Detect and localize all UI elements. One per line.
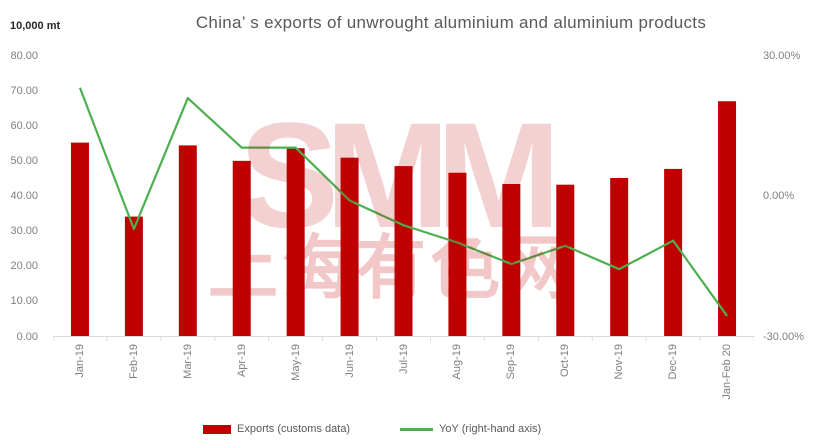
bar-Mar-19 [178, 145, 197, 337]
right-axis-tick-label: 30.00% [763, 50, 801, 62]
bar-May-19 [286, 148, 305, 337]
x-axis-label-Aug-19: Aug-19 [451, 343, 464, 379]
x-axis-label-Dec-19: Dec-19 [667, 343, 680, 379]
x-axis-label-Apr-19: Apr-19 [235, 343, 248, 377]
bar-Jan-19 [70, 142, 89, 337]
bar-Feb-19 [124, 216, 143, 337]
x-axis-label-Jan-19: Jan-19 [73, 343, 86, 378]
x-axis-label-Sep-19: Sep-19 [505, 343, 518, 379]
bar-Apr-19 [232, 160, 251, 337]
exports-legend-swatch [203, 424, 231, 434]
bar-Jun-19 [340, 157, 359, 337]
bar-Oct-19 [556, 184, 575, 337]
chart-title: China’ s exports of unwrought aluminium … [195, 13, 707, 32]
bar-Jul-19 [394, 166, 413, 337]
left-axis-tick-label: 10.00 [10, 295, 38, 308]
right-axis-tick-label: -30.00% [763, 330, 804, 343]
x-axis-label-Mar-19: Mar-19 [181, 343, 194, 379]
left-axis-tick-label: 50.00 [10, 155, 38, 168]
legend-item-exports: Exports (customs data) [203, 423, 350, 435]
x-axis-label-Jul-19: Jul-19 [397, 343, 410, 374]
x-axis-label-Jun-19: Jun-19 [343, 343, 356, 378]
exports-legend-label: Exports (customs data) [237, 423, 351, 435]
bar-Jan-Feb 20 [718, 101, 737, 337]
x-axis-label-Feb-19: Feb-19 [127, 343, 140, 379]
left-axis-tick-label: 0.00 [16, 330, 38, 343]
left-axis-unit-label: 10,000 mt [10, 20, 61, 32]
legend: Exports (customs data) YoY (right-hand a… [203, 423, 541, 435]
left-axis-tick-label: 70.00 [10, 85, 38, 98]
yoy-legend-line-swatch [400, 427, 434, 431]
left-axis-tick-label: 80.00 [10, 50, 38, 62]
yoy-line [78, 87, 728, 317]
right-axis-tick-label: 0.00% [763, 190, 795, 203]
x-axis-label-Oct-19: Oct-19 [559, 343, 572, 377]
bar-Aug-19 [448, 172, 467, 337]
bar-Nov-19 [610, 178, 629, 337]
x-axis-label-Nov-19: Nov-19 [613, 343, 626, 379]
legend-item-yoy: YoY (right-hand axis) [400, 423, 541, 435]
left-axis-tick-label: 40.00 [10, 190, 38, 203]
bar-Sep-19 [502, 183, 521, 337]
bar-Dec-19 [664, 168, 683, 337]
plot-area [53, 87, 754, 341]
x-axis-label-May-19: May-19 [289, 343, 302, 381]
left-axis-tick-label: 60.00 [10, 120, 38, 133]
left-axis-tick-label: 30.00 [10, 225, 38, 238]
left-axis-tick-label: 20.00 [10, 260, 38, 273]
x-axis-label-Jan-Feb 20: Jan-Feb 20 [721, 343, 734, 400]
yoy-legend-label: YoY (right-hand axis) [439, 423, 542, 435]
